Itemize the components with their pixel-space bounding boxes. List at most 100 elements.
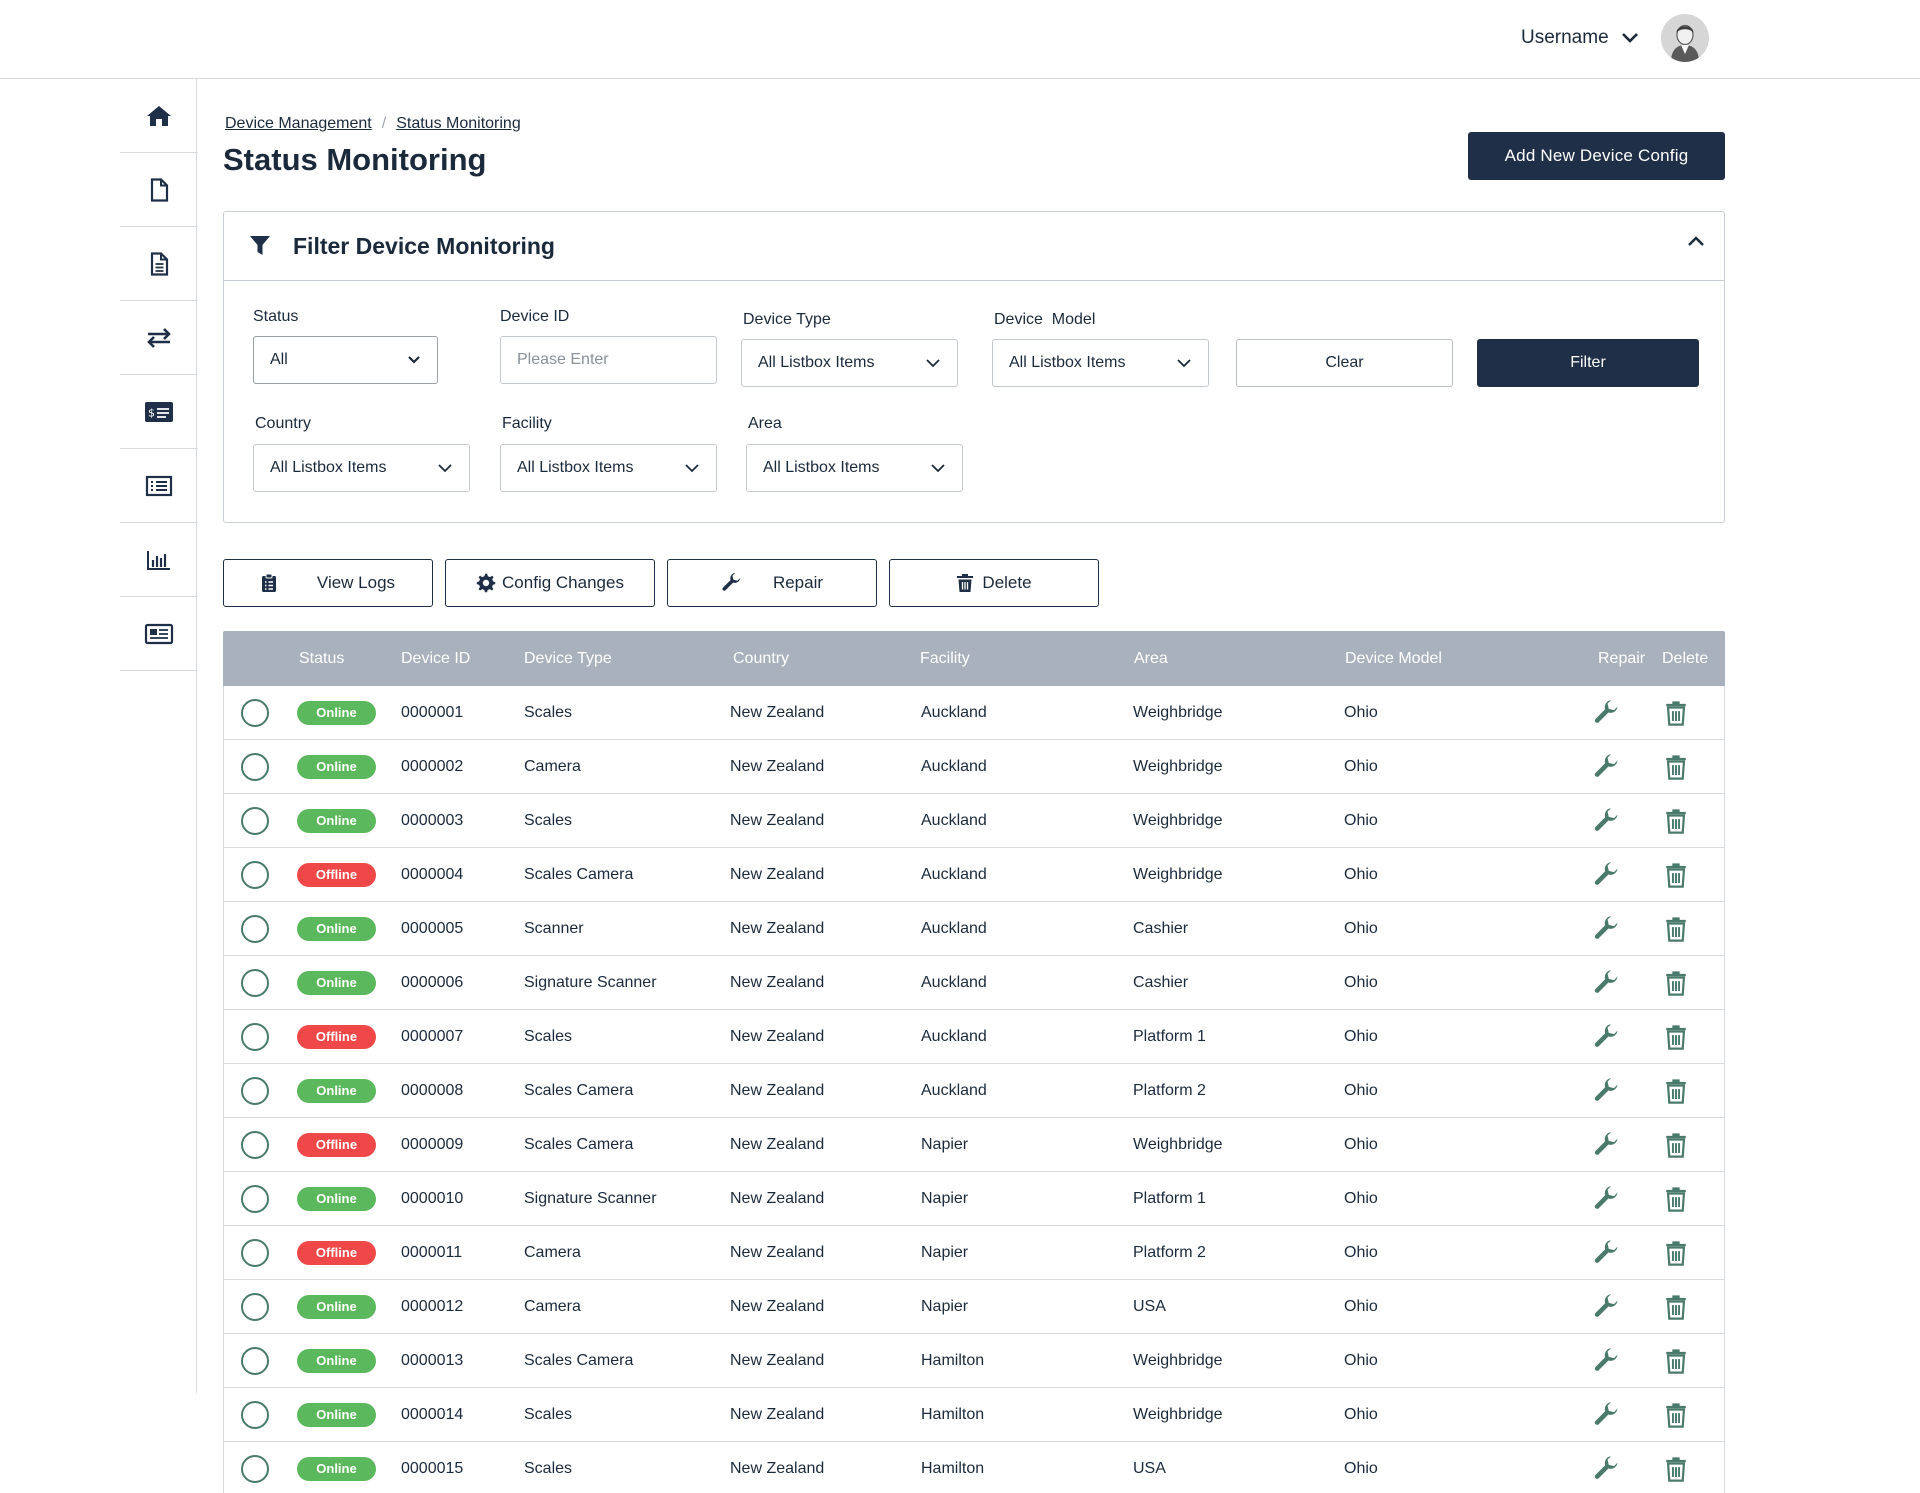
trash-icon[interactable]: [1665, 902, 1687, 955]
sidebar-item-home[interactable]: [120, 79, 198, 153]
trash-icon[interactable]: [1665, 1334, 1687, 1387]
sidebar-item-list[interactable]: [120, 449, 198, 523]
trash-icon[interactable]: [1665, 1010, 1687, 1063]
wrench-icon[interactable]: [1593, 1280, 1621, 1333]
row-select-radio[interactable]: [241, 806, 269, 835]
trash-icon[interactable]: [1665, 1442, 1687, 1493]
wrench-icon[interactable]: [1593, 686, 1621, 739]
trash-icon[interactable]: [1665, 1118, 1687, 1171]
status-label: Status: [253, 308, 299, 325]
trash-icon[interactable]: [1665, 740, 1687, 793]
device-type-select[interactable]: All Listbox Items: [741, 339, 958, 387]
username[interactable]: Username: [1521, 27, 1609, 48]
facility-select[interactable]: All Listbox Items: [500, 444, 717, 492]
filter-button[interactable]: Filter: [1477, 339, 1699, 387]
wrench-icon[interactable]: [1593, 848, 1621, 901]
sidebar-item-reports[interactable]: [120, 523, 198, 597]
trash-icon[interactable]: [1665, 686, 1687, 739]
row-select-radio[interactable]: [241, 752, 269, 781]
wrench-icon[interactable]: [1593, 902, 1621, 955]
wrench-icon[interactable]: [1593, 740, 1621, 793]
breadcrumb-device-management[interactable]: Device Management: [225, 115, 372, 132]
device-model-select[interactable]: All Listbox Items: [992, 339, 1209, 387]
table-row[interactable]: Online 0000008 Scales Camera New Zealand Auc…: [223, 1064, 1725, 1118]
table-row[interactable]: Online 0000012 Camera New Zealand Napier USA O…: [223, 1280, 1725, 1334]
wrench-icon[interactable]: [1593, 1010, 1621, 1063]
sidebar-item-documents[interactable]: [120, 227, 198, 301]
table-row[interactable]: Online 0000006 Signature Scanner New Zealan…: [223, 956, 1725, 1010]
row-select-radio[interactable]: [241, 914, 269, 943]
chevron-up-icon[interactable]: [1686, 234, 1706, 253]
row-select-radio[interactable]: [241, 1292, 269, 1321]
chevron-down-icon[interactable]: [1619, 27, 1641, 49]
table-row[interactable]: Online 0000015 Scales New Zealand Hamilton US…: [223, 1442, 1725, 1493]
wrench-icon[interactable]: [1593, 1172, 1621, 1225]
country-select[interactable]: All Listbox Items: [253, 444, 470, 492]
add-device-config-button[interactable]: Add New Device Config: [1468, 132, 1725, 180]
wrench-icon[interactable]: [1593, 1064, 1621, 1117]
row-select-radio[interactable]: [241, 1454, 269, 1483]
column-header-status[interactable]: Status: [299, 649, 345, 667]
view-logs-button[interactable]: View Logs: [223, 559, 433, 607]
device-id-input[interactable]: Please Enter: [500, 336, 717, 384]
trash-icon[interactable]: [1665, 956, 1687, 1009]
trash-icon[interactable]: [1665, 848, 1687, 901]
column-header-area[interactable]: Area: [1134, 649, 1168, 667]
wrench-icon[interactable]: [1593, 956, 1621, 1009]
table-row[interactable]: Online 0000014 Scales New Zealand Hamilton We…: [223, 1388, 1725, 1442]
table-row[interactable]: Offline 0000011 Camera New Zealand Napier Pla…: [223, 1226, 1725, 1280]
repair-button[interactable]: Repair: [667, 559, 877, 607]
row-select-radio[interactable]: [241, 698, 269, 727]
wrench-icon[interactable]: [1593, 1442, 1621, 1493]
table-row[interactable]: Online 0000005 Scanner New Zealand Auckland C…: [223, 902, 1725, 956]
filter-header[interactable]: Filter Device Monitoring: [224, 212, 1724, 281]
trash-icon[interactable]: [1665, 1226, 1687, 1279]
column-header-device-type[interactable]: Device Type: [524, 649, 612, 667]
sidebar-item-news[interactable]: [120, 597, 198, 671]
sidebar-item-billing[interactable]: $: [120, 375, 198, 449]
column-header-country[interactable]: Country: [733, 649, 790, 667]
clear-button[interactable]: Clear: [1236, 339, 1453, 387]
table-row[interactable]: Online 0000003 Scales New Zealand Auckland We…: [223, 794, 1725, 848]
table-row[interactable]: Online 0000001 Scales New Zealand Auckland We…: [223, 686, 1725, 740]
column-header-device-model[interactable]: Device Model: [1345, 649, 1442, 667]
row-select-radio[interactable]: [241, 1400, 269, 1429]
row-select-radio[interactable]: [241, 968, 269, 997]
trash-icon[interactable]: [1665, 1280, 1687, 1333]
column-header-facility[interactable]: Facility: [920, 649, 970, 667]
trash-icon[interactable]: [1665, 794, 1687, 847]
sidebar-item-transfers[interactable]: [120, 301, 198, 375]
row-select-radio[interactable]: [241, 860, 269, 889]
row-select-radio[interactable]: [241, 1346, 269, 1375]
row-select-radio[interactable]: [241, 1130, 269, 1159]
trash-icon[interactable]: [1665, 1064, 1687, 1117]
cell-device-id: 0000008: [401, 1081, 464, 1099]
row-select-radio[interactable]: [241, 1076, 269, 1105]
table-row[interactable]: Online 0000010 Signature Scanner New Zealan…: [223, 1172, 1725, 1226]
wrench-icon[interactable]: [1593, 1334, 1621, 1387]
sidebar-item-files[interactable]: [120, 153, 198, 227]
table-row[interactable]: Online 0000013 Scales Camera New Zealand Ham…: [223, 1334, 1725, 1388]
area-select[interactable]: All Listbox Items: [746, 444, 963, 492]
wrench-icon[interactable]: [1593, 794, 1621, 847]
delete-button[interactable]: Delete: [889, 559, 1099, 607]
wrench-icon[interactable]: [1593, 1118, 1621, 1171]
trash-icon[interactable]: [1665, 1388, 1687, 1441]
cell-country: New Zealand: [730, 1297, 825, 1315]
avatar[interactable]: [1660, 14, 1709, 62]
table-row[interactable]: Offline 0000004 Scales Camera New Zealand Au…: [223, 848, 1725, 902]
column-header-device-id[interactable]: Device ID: [401, 649, 471, 667]
trash-icon[interactable]: [1665, 1172, 1687, 1225]
wrench-icon[interactable]: [1593, 1226, 1621, 1279]
breadcrumb-status-monitoring[interactable]: Status Monitoring: [396, 115, 521, 132]
user-menu[interactable]: Username: [1521, 14, 1709, 62]
row-select-radio[interactable]: [241, 1238, 269, 1267]
table-row[interactable]: Offline 0000009 Scales Camera New Zealand Na…: [223, 1118, 1725, 1172]
wrench-icon[interactable]: [1593, 1388, 1621, 1441]
table-row[interactable]: Online 0000002 Camera New Zealand Auckland We…: [223, 740, 1725, 794]
config-changes-button[interactable]: Config Changes: [445, 559, 655, 607]
row-select-radio[interactable]: [241, 1022, 269, 1051]
table-row[interactable]: Offline 0000007 Scales New Zealand Auckland P…: [223, 1010, 1725, 1064]
status-select[interactable]: All: [253, 336, 438, 384]
row-select-radio[interactable]: [241, 1184, 269, 1213]
